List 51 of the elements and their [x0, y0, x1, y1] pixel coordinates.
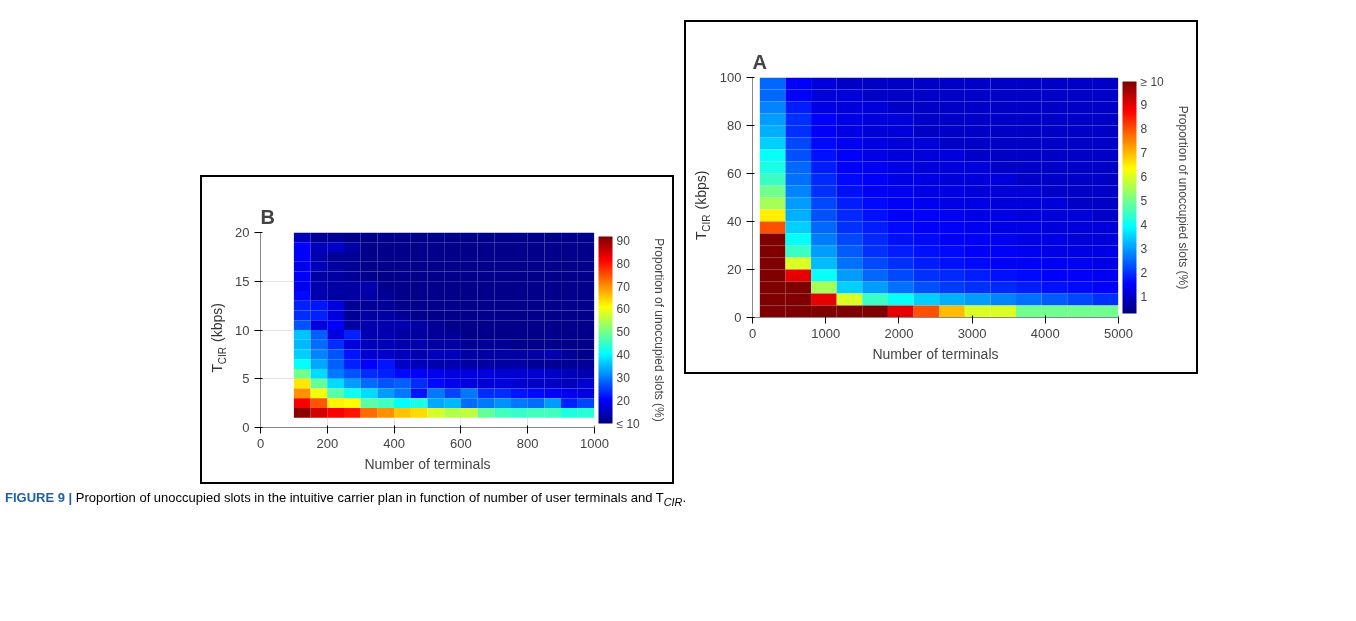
y-tick-label: 100 [719, 70, 742, 85]
y-tick-label: 20 [235, 225, 250, 240]
color-bar-label: 4 [1140, 218, 1148, 233]
y-tick-label: 15 [235, 273, 250, 289]
y-tick-label: 20 [727, 262, 742, 277]
color-bar-label: 70 [616, 279, 631, 294]
color-bar-label: 20 [616, 393, 631, 408]
y-tick-label: 10 [235, 322, 250, 338]
x-tick-label: 1000 [811, 325, 841, 341]
caption: FIGURE 9 | Proportion of unoccupied slots in the intuitive carrier plan in function of number of user terminals and T$_{CIR}$. [5, 489, 687, 510]
chart-title: B [260, 205, 275, 228]
x-tick-label: 4000 [1030, 325, 1060, 341]
color-bar-title: Proportion of unoccupied slots (%) [1175, 105, 1190, 290]
y-tick-label: 60 [727, 166, 742, 181]
y-tick-label: 5 [242, 371, 250, 387]
color-bar-title: Proportion of unoccupied slots (%) [651, 238, 666, 422]
color-bar-label: 1 [1140, 289, 1148, 304]
y-axis-title: TCIR (kbps) [693, 170, 712, 241]
color-bar-label: 8 [1140, 122, 1148, 137]
color-bar-label: 40 [616, 348, 631, 363]
y-tick-label: 0 [734, 310, 742, 325]
x-tick-label: 1000 [580, 435, 609, 451]
y-axis-title: TCIR (kbps) [209, 303, 228, 373]
x-tick-label: 400 [383, 435, 405, 451]
chart-title: A [752, 50, 767, 73]
color-bar-label: ≤ 10 [616, 416, 641, 431]
x-tick-label: 0 [748, 325, 757, 341]
color-bar-label: 50 [616, 325, 631, 340]
x-tick-label: 600 [450, 435, 472, 451]
color-bar-label: 90 [616, 234, 631, 249]
x-axis-title: Number of terminals [364, 455, 491, 472]
color-bar-label: 30 [616, 370, 631, 385]
x-tick-label: 5000 [1104, 325, 1133, 341]
color-bar-label: 5 [1140, 194, 1148, 209]
x-tick-label: 3000 [957, 325, 987, 341]
x-tick-label: 0 [256, 435, 265, 451]
x-tick-label: 800 [516, 435, 539, 451]
color-bar-label: 80 [616, 256, 631, 271]
color-bar-label: 3 [1140, 241, 1148, 256]
color-bar-label: 7 [1140, 146, 1148, 161]
color-bar-label: 2 [1140, 265, 1148, 280]
x-tick-label: 200 [316, 435, 339, 451]
y-tick-label: 40 [727, 214, 742, 229]
color-bar-label: 60 [616, 302, 631, 317]
color-bar-label: 9 [1140, 98, 1148, 113]
color-bar-label: 6 [1140, 170, 1148, 185]
x-tick-label: 2000 [884, 325, 914, 341]
x-axis-title: Number of terminals [872, 345, 999, 362]
y-tick-label: 80 [727, 118, 742, 133]
color-bar-label: ≥ 10 [1140, 74, 1165, 89]
y-tick-label: 0 [242, 420, 250, 435]
